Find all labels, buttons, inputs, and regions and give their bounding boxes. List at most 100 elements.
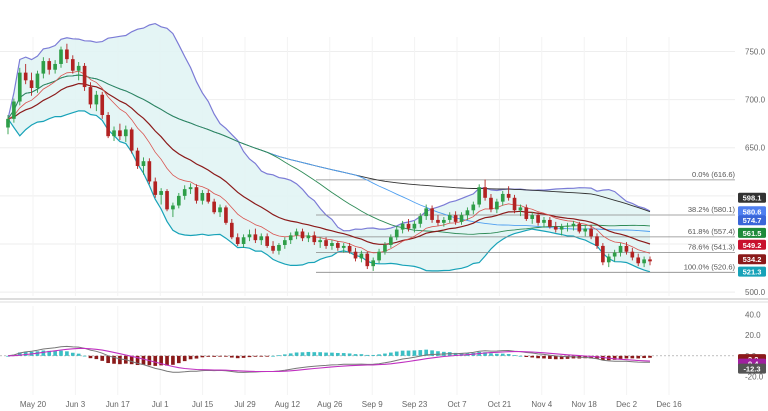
macd-histogram-bar	[53, 351, 57, 356]
candle-body	[477, 187, 482, 205]
candle-body	[271, 245, 275, 251]
candle-body	[648, 259, 652, 262]
time-tick-label: Sep 9	[362, 400, 383, 409]
candle-body	[306, 235, 311, 239]
time-tick-label: Jun 3	[66, 400, 86, 409]
candle-body	[471, 204, 476, 211]
macd-histogram-bar	[377, 354, 381, 356]
candle-body	[418, 216, 423, 224]
candle-body	[218, 207, 222, 213]
candle-body	[330, 243, 334, 246]
macd-histogram-bar	[235, 355, 240, 359]
macd-histogram-bar	[536, 355, 540, 359]
candle-body	[465, 210, 470, 216]
time-axis: May 20 Jun 3 Jun 17 Jul 1 Jul 15 Jul 29 Aug 12…	[20, 400, 682, 409]
price-tick-label: 650.0	[745, 144, 766, 153]
candle-body	[536, 215, 540, 223]
candle-body	[453, 215, 458, 222]
macd-histogram-bar	[271, 355, 275, 357]
ema-20	[7, 82, 651, 245]
macd-histogram-bar	[194, 355, 199, 359]
macd-histogram-bar	[112, 355, 116, 364]
candle-body	[129, 129, 134, 151]
candle-body	[377, 251, 381, 261]
price-tick-label: 500.0	[745, 288, 766, 297]
candle-body	[300, 231, 305, 239]
candle-body	[524, 207, 529, 219]
candle-body	[483, 187, 487, 198]
fib-level-label: 61.8% (557.4)	[688, 227, 736, 236]
time-tick-label: Jul 15	[192, 400, 214, 409]
candle-body	[583, 228, 588, 232]
candle-body	[595, 236, 599, 246]
time-tick-label: Nov 18	[572, 400, 598, 409]
macd-histogram-bar	[436, 351, 440, 356]
candle-body	[17, 72, 22, 102]
moving-averages	[7, 70, 651, 254]
candle-body	[212, 201, 216, 213]
macd-histogram-bar	[506, 354, 511, 356]
candle-body	[235, 237, 240, 245]
macd-tag-label: -12.3	[743, 365, 760, 374]
candle-body	[253, 234, 258, 241]
macd-histogram-bar	[88, 355, 93, 359]
macd-tick-label: 20.0	[745, 331, 761, 340]
candle-body	[359, 253, 364, 259]
price-tag	[738, 227, 766, 238]
candle-body	[383, 244, 387, 252]
macd-histogram-bar	[489, 353, 493, 356]
candle-body	[371, 260, 376, 267]
candle-body	[176, 195, 181, 206]
price-tag-label: 580.6	[743, 207, 762, 216]
macd-histogram-bar	[176, 355, 181, 364]
macd-histogram-bar	[23, 351, 28, 356]
macd-histogram-bar	[642, 355, 646, 359]
bollinger-lower	[7, 110, 651, 273]
macd-histogram-bar	[224, 355, 228, 357]
macd-histogram-bar	[135, 355, 140, 366]
candle-body	[229, 222, 234, 238]
price-tag-label: 534.2	[743, 255, 762, 264]
ma-45	[7, 74, 651, 235]
candle-body	[394, 229, 399, 238]
candle-body	[624, 245, 629, 252]
candle-body	[159, 191, 163, 195]
candle-body	[347, 245, 352, 252]
macd-histogram-bar	[336, 352, 340, 356]
macd-histogram-bar	[318, 352, 322, 356]
fib-level-label: 78.6% (541.3)	[688, 242, 736, 251]
macd-histogram-bar	[389, 352, 393, 356]
macd-histogram-bar	[500, 353, 505, 356]
macd-histogram-bar	[365, 354, 370, 356]
time-tick-label: May 20	[20, 400, 47, 409]
macd-histogram-bar	[341, 353, 346, 356]
candle-body	[106, 114, 110, 137]
candle-body	[436, 219, 440, 223]
candle-body	[430, 208, 434, 220]
time-tick-label: Oct 21	[488, 400, 512, 409]
macd-histogram-bar	[100, 355, 105, 361]
candle-body	[41, 61, 46, 74]
candle-body	[612, 252, 617, 257]
price-tick-label: 750.0	[745, 47, 766, 56]
candle-body	[247, 234, 252, 238]
time-tick-label: Jul 29	[234, 400, 256, 409]
candle-body	[141, 161, 146, 167]
price-tag	[738, 206, 766, 217]
candle-body	[489, 197, 493, 210]
macd-line	[7, 345, 651, 373]
macd-panel	[0, 345, 735, 373]
price-tag-label: 574.7	[743, 216, 762, 225]
macd-histogram-bar	[400, 350, 405, 356]
macd-histogram-bar	[595, 355, 599, 359]
candle-body	[23, 72, 28, 81]
candle-body	[601, 245, 605, 263]
candle-body	[459, 215, 464, 222]
macd-histogram-bar	[106, 355, 110, 364]
time-tick-label: Oct 7	[447, 400, 467, 409]
price-tag-label: 598.1	[743, 194, 762, 203]
candle-body	[506, 193, 511, 198]
macd-histogram-bar	[312, 352, 317, 356]
time-tick-label: Jun 17	[106, 400, 131, 409]
candle-body	[589, 228, 593, 237]
